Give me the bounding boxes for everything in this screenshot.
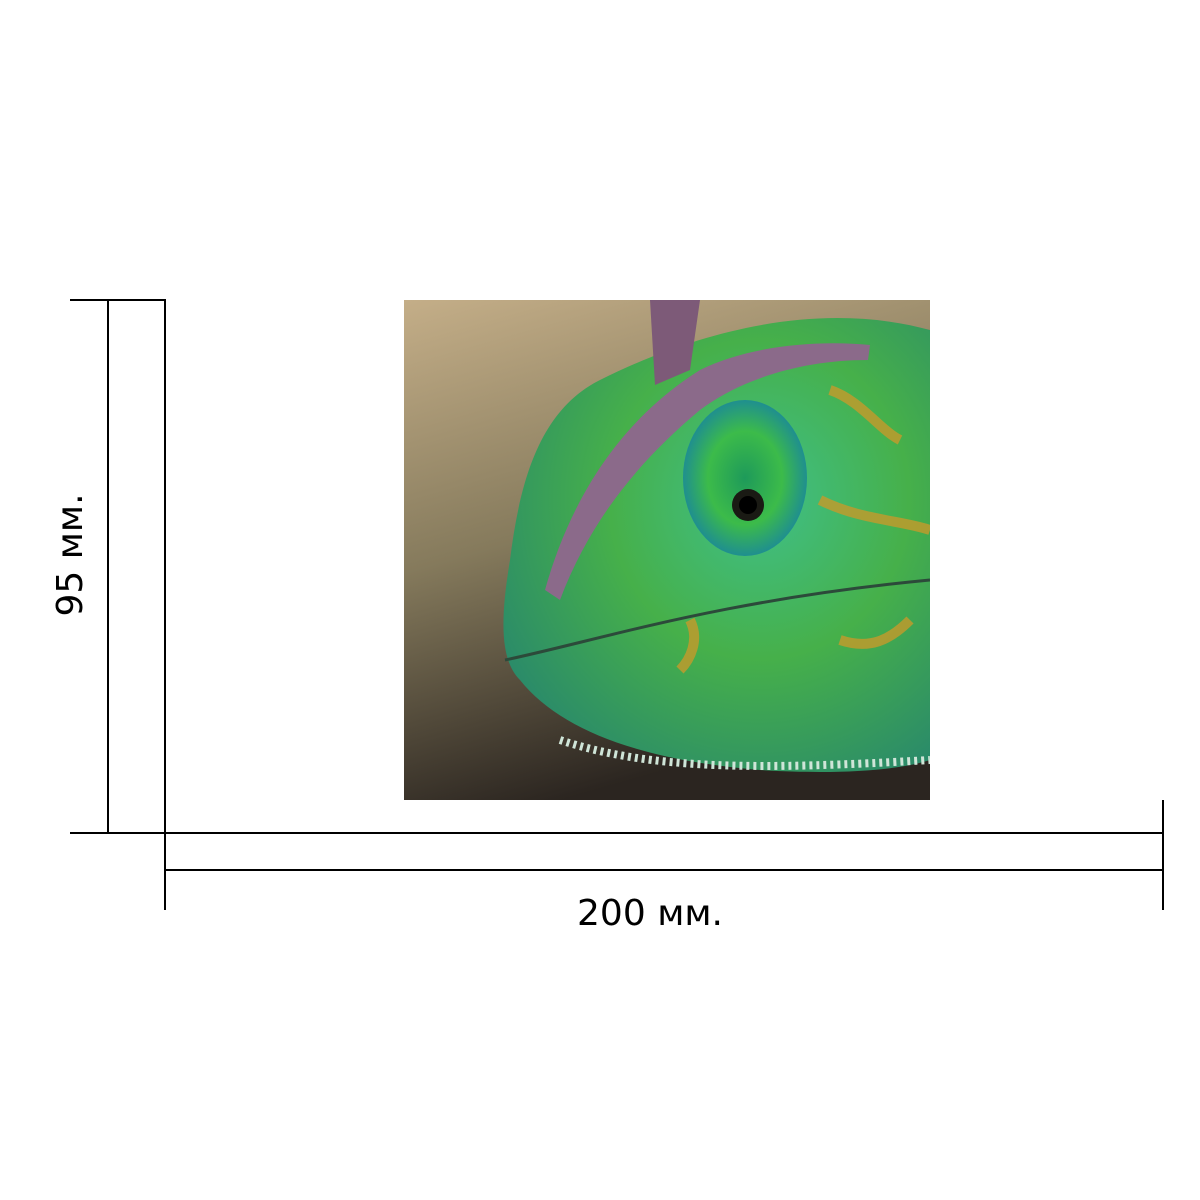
product-photo [404, 300, 930, 800]
width-label: 200 мм. [577, 893, 723, 934]
width-dimension: 200 мм. [164, 800, 1164, 934]
height-label: 95 мм. [50, 493, 91, 616]
height-dimension: 95 мм. [50, 299, 166, 834]
